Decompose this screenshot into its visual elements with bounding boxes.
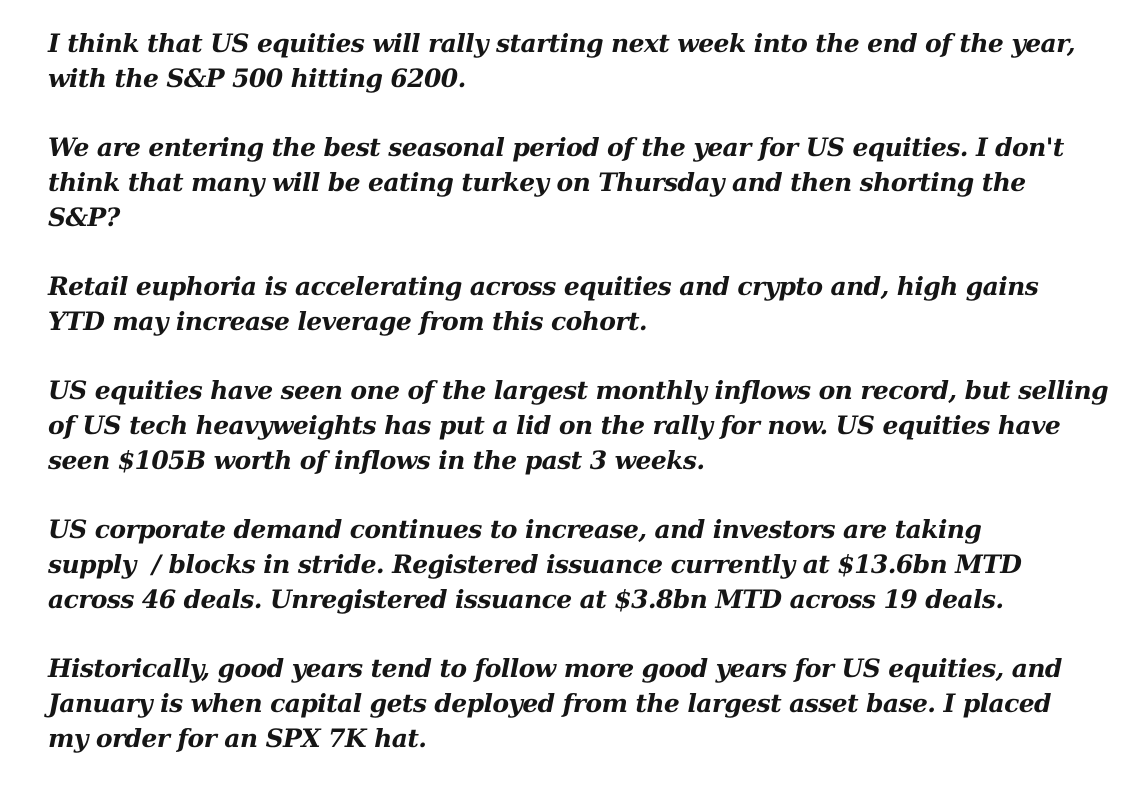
paragraph-historical-years: Historically, good years tend to follow … <box>48 651 1108 756</box>
document-body: I think that US equities will rally star… <box>48 26 1109 790</box>
text-line: Retail euphoria is accelerating across e… <box>48 272 1039 301</box>
text-line: I think that US equities will rally star… <box>48 29 1076 58</box>
text-line: supply / blocks in stride. Registered is… <box>48 550 1022 579</box>
text-line: think that many will be eating turkey on… <box>48 168 1026 197</box>
text-line: across 46 deals. Unregistered issuance a… <box>48 585 1004 614</box>
paragraph-sp500-target: I think that US equities will rally star… <box>48 26 1108 96</box>
paragraph-inflows: US equities have seen one of the largest… <box>48 373 1109 478</box>
text-line: of US tech heavyweights has put a lid on… <box>48 411 1061 440</box>
text-line: US equities have seen one of the largest… <box>48 376 1109 405</box>
paragraph-retail-euphoria: Retail euphoria is accelerating across e… <box>48 269 1108 339</box>
text-line: We are entering the best seasonal period… <box>48 133 1064 162</box>
text-line: S&P? <box>48 203 120 232</box>
text-line: with the S&P 500 hitting 6200. <box>48 64 466 93</box>
text-line: seen $105B worth of inflows in the past … <box>48 446 705 475</box>
text-line: YTD may increase leverage from this coho… <box>48 307 648 336</box>
paragraph-seasonality: We are entering the best seasonal period… <box>48 130 1108 235</box>
paragraph-corporate-demand: US corporate demand continues to increas… <box>48 512 1108 617</box>
text-line: Historically, good years tend to follow … <box>48 654 1062 683</box>
text-line: January is when capital gets deployed fr… <box>48 689 1051 718</box>
text-line: US corporate demand continues to increas… <box>48 515 982 544</box>
text-line: my order for an SPX 7K hat. <box>48 724 427 753</box>
